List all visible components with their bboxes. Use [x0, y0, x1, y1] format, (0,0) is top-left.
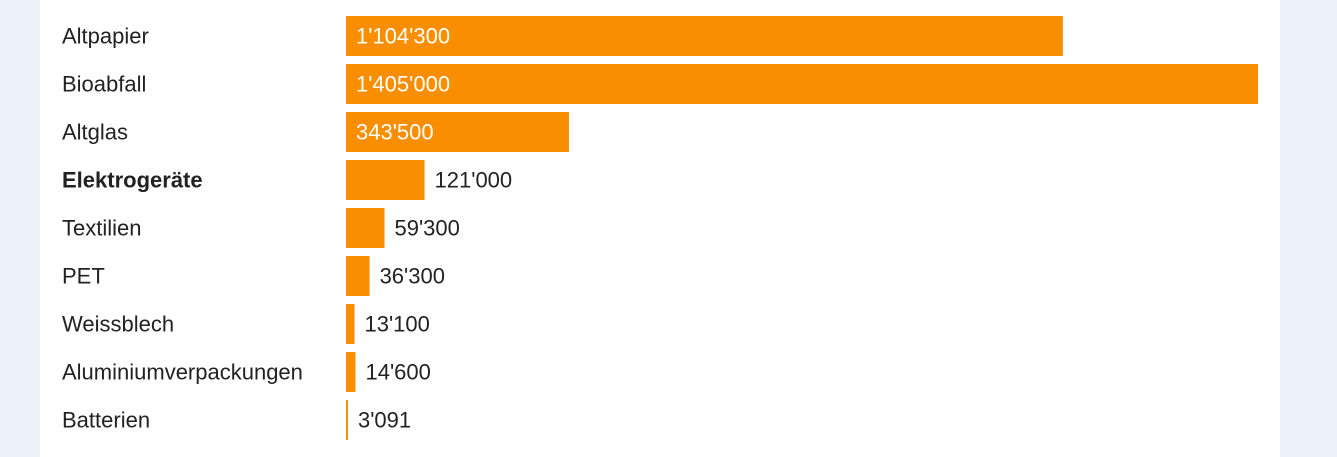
value-label-pet: 36'300 — [380, 264, 445, 289]
value-label-aluminiumverpackungen: 14'600 — [365, 360, 430, 385]
value-label-altglas: 343'500 — [356, 120, 434, 145]
value-label-altpapier: 1'104'300 — [356, 24, 450, 49]
category-label-elektrogeraete: Elektrogeräte — [62, 168, 203, 193]
category-label-aluminiumverpackungen: Aluminiumverpackungen — [62, 360, 303, 385]
category-label-altglas: Altglas — [62, 120, 128, 145]
category-label-pet: PET — [62, 264, 105, 289]
bar-textilien — [346, 208, 385, 248]
category-label-textilien: Textilien — [62, 216, 141, 241]
value-label-weissblech: 13'100 — [365, 312, 430, 337]
bar-aluminiumverpackungen — [346, 352, 356, 392]
bar-bioabfall — [346, 64, 1258, 104]
category-label-weissblech: Weissblech — [62, 312, 174, 337]
bar-weissblech — [346, 304, 355, 344]
bar-batterien — [346, 400, 349, 440]
category-label-batterien: Batterien — [62, 408, 150, 433]
bar-pet — [346, 256, 370, 296]
bar-elektrogeraete — [346, 160, 425, 200]
bar-altglas — [346, 112, 569, 152]
value-label-bioabfall: 1'405'000 — [356, 72, 450, 97]
category-label-altpapier: Altpapier — [62, 24, 149, 49]
value-label-elektrogeraete: 121'000 — [435, 168, 513, 193]
value-label-batterien: 3'091 — [358, 408, 411, 433]
value-label-textilien: 59'300 — [394, 216, 459, 241]
category-label-bioabfall: Bioabfall — [62, 72, 146, 97]
bar-altpapier — [346, 16, 1063, 56]
